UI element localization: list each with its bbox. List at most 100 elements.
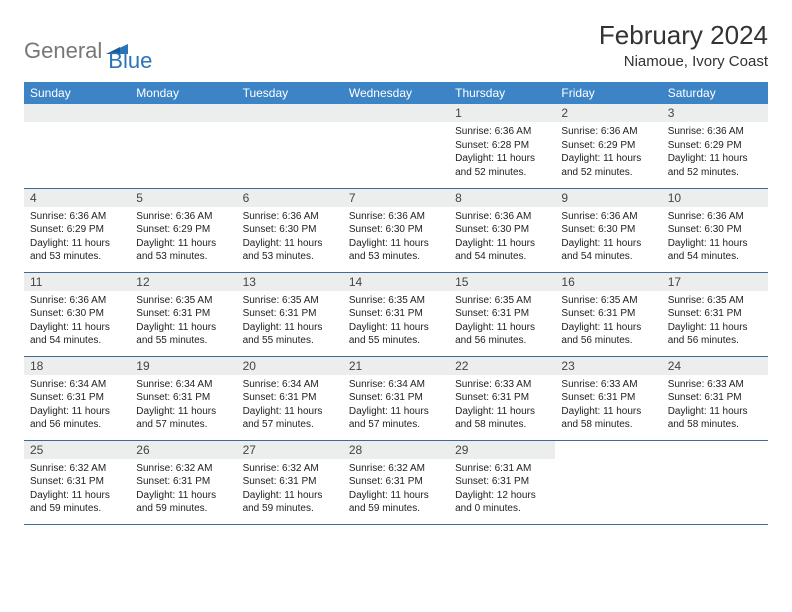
calendar-cell: 9Sunrise: 6:36 AMSunset: 6:30 PMDaylight…: [555, 188, 661, 272]
day-details: Sunrise: 6:32 AMSunset: 6:31 PMDaylight:…: [130, 459, 236, 520]
calendar-cell: 6Sunrise: 6:36 AMSunset: 6:30 PMDaylight…: [237, 188, 343, 272]
day-details: Sunrise: 6:35 AMSunset: 6:31 PMDaylight:…: [662, 291, 768, 352]
calendar-cell: [555, 440, 661, 524]
calendar-row: 1Sunrise: 6:36 AMSunset: 6:28 PMDaylight…: [24, 104, 768, 188]
calendar-cell: 15Sunrise: 6:35 AMSunset: 6:31 PMDayligh…: [449, 272, 555, 356]
day-details: Sunrise: 6:36 AMSunset: 6:30 PMDaylight:…: [449, 207, 555, 268]
day-details: Sunrise: 6:35 AMSunset: 6:31 PMDaylight:…: [237, 291, 343, 352]
day-number: 21: [343, 357, 449, 375]
day-details: Sunrise: 6:36 AMSunset: 6:30 PMDaylight:…: [24, 291, 130, 352]
day-details: Sunrise: 6:33 AMSunset: 6:31 PMDaylight:…: [449, 375, 555, 436]
header: General Blue February 2024 Niamoue, Ivor…: [24, 20, 768, 74]
calendar-cell: [237, 104, 343, 188]
calendar-row: 25Sunrise: 6:32 AMSunset: 6:31 PMDayligh…: [24, 440, 768, 524]
day-details: Sunrise: 6:35 AMSunset: 6:31 PMDaylight:…: [130, 291, 236, 352]
day-details: Sunrise: 6:34 AMSunset: 6:31 PMDaylight:…: [24, 375, 130, 436]
day-details: Sunrise: 6:36 AMSunset: 6:30 PMDaylight:…: [343, 207, 449, 268]
day-details: Sunrise: 6:36 AMSunset: 6:29 PMDaylight:…: [662, 122, 768, 183]
calendar-cell: 22Sunrise: 6:33 AMSunset: 6:31 PMDayligh…: [449, 356, 555, 440]
calendar-row: 18Sunrise: 6:34 AMSunset: 6:31 PMDayligh…: [24, 356, 768, 440]
day-number: 28: [343, 441, 449, 459]
calendar-cell: 17Sunrise: 6:35 AMSunset: 6:31 PMDayligh…: [662, 272, 768, 356]
day-number: 5: [130, 189, 236, 207]
day-number: 16: [555, 273, 661, 291]
day-number-empty: [24, 104, 130, 122]
day-number: 12: [130, 273, 236, 291]
day-details: Sunrise: 6:33 AMSunset: 6:31 PMDaylight:…: [662, 375, 768, 436]
calendar-cell: 1Sunrise: 6:36 AMSunset: 6:28 PMDaylight…: [449, 104, 555, 188]
day-details: Sunrise: 6:34 AMSunset: 6:31 PMDaylight:…: [237, 375, 343, 436]
calendar-cell: 29Sunrise: 6:31 AMSunset: 6:31 PMDayligh…: [449, 440, 555, 524]
day-number: 4: [24, 189, 130, 207]
day-number: 17: [662, 273, 768, 291]
day-details: Sunrise: 6:32 AMSunset: 6:31 PMDaylight:…: [24, 459, 130, 520]
calendar-row: 11Sunrise: 6:36 AMSunset: 6:30 PMDayligh…: [24, 272, 768, 356]
title-block: February 2024 Niamoue, Ivory Coast: [599, 20, 768, 70]
day-details: Sunrise: 6:33 AMSunset: 6:31 PMDaylight:…: [555, 375, 661, 436]
calendar-cell: 11Sunrise: 6:36 AMSunset: 6:30 PMDayligh…: [24, 272, 130, 356]
calendar-cell: 7Sunrise: 6:36 AMSunset: 6:30 PMDaylight…: [343, 188, 449, 272]
calendar-cell: 4Sunrise: 6:36 AMSunset: 6:29 PMDaylight…: [24, 188, 130, 272]
day-number-empty: [237, 104, 343, 122]
day-number: 19: [130, 357, 236, 375]
month-title: February 2024: [599, 20, 768, 51]
day-number: 7: [343, 189, 449, 207]
day-number: 11: [24, 273, 130, 291]
day-number: 25: [24, 441, 130, 459]
calendar-cell: 19Sunrise: 6:34 AMSunset: 6:31 PMDayligh…: [130, 356, 236, 440]
day-details: Sunrise: 6:36 AMSunset: 6:30 PMDaylight:…: [555, 207, 661, 268]
day-details: Sunrise: 6:32 AMSunset: 6:31 PMDaylight:…: [237, 459, 343, 520]
day-number: 1: [449, 104, 555, 122]
day-number-empty: [130, 104, 236, 122]
calendar-cell: [343, 104, 449, 188]
calendar-cell: 13Sunrise: 6:35 AMSunset: 6:31 PMDayligh…: [237, 272, 343, 356]
day-number: 15: [449, 273, 555, 291]
location: Niamoue, Ivory Coast: [599, 53, 768, 70]
weekday-header: Sunday: [24, 82, 130, 104]
logo-text-general: General: [24, 38, 102, 64]
day-details: Sunrise: 6:36 AMSunset: 6:30 PMDaylight:…: [662, 207, 768, 268]
calendar-cell: 25Sunrise: 6:32 AMSunset: 6:31 PMDayligh…: [24, 440, 130, 524]
calendar-cell: 14Sunrise: 6:35 AMSunset: 6:31 PMDayligh…: [343, 272, 449, 356]
calendar-cell: 10Sunrise: 6:36 AMSunset: 6:30 PMDayligh…: [662, 188, 768, 272]
calendar-cell: 5Sunrise: 6:36 AMSunset: 6:29 PMDaylight…: [130, 188, 236, 272]
calendar-cell: 20Sunrise: 6:34 AMSunset: 6:31 PMDayligh…: [237, 356, 343, 440]
calendar-cell: 26Sunrise: 6:32 AMSunset: 6:31 PMDayligh…: [130, 440, 236, 524]
calendar-cell: 18Sunrise: 6:34 AMSunset: 6:31 PMDayligh…: [24, 356, 130, 440]
day-details: Sunrise: 6:34 AMSunset: 6:31 PMDaylight:…: [343, 375, 449, 436]
day-number: 24: [662, 357, 768, 375]
calendar-cell: 16Sunrise: 6:35 AMSunset: 6:31 PMDayligh…: [555, 272, 661, 356]
day-number: 26: [130, 441, 236, 459]
calendar-cell: 8Sunrise: 6:36 AMSunset: 6:30 PMDaylight…: [449, 188, 555, 272]
calendar-cell: 27Sunrise: 6:32 AMSunset: 6:31 PMDayligh…: [237, 440, 343, 524]
day-details: Sunrise: 6:35 AMSunset: 6:31 PMDaylight:…: [449, 291, 555, 352]
calendar-body: 1Sunrise: 6:36 AMSunset: 6:28 PMDaylight…: [24, 104, 768, 524]
logo-text-blue: Blue: [108, 48, 152, 74]
day-number: 13: [237, 273, 343, 291]
calendar-cell: 23Sunrise: 6:33 AMSunset: 6:31 PMDayligh…: [555, 356, 661, 440]
day-details: Sunrise: 6:35 AMSunset: 6:31 PMDaylight:…: [555, 291, 661, 352]
day-number-empty: [343, 104, 449, 122]
calendar-row: 4Sunrise: 6:36 AMSunset: 6:29 PMDaylight…: [24, 188, 768, 272]
calendar-cell: 3Sunrise: 6:36 AMSunset: 6:29 PMDaylight…: [662, 104, 768, 188]
weekday-header: Friday: [555, 82, 661, 104]
day-details: Sunrise: 6:36 AMSunset: 6:29 PMDaylight:…: [24, 207, 130, 268]
calendar-table: SundayMondayTuesdayWednesdayThursdayFrid…: [24, 82, 768, 525]
day-number: 22: [449, 357, 555, 375]
weekday-header: Thursday: [449, 82, 555, 104]
weekday-header: Monday: [130, 82, 236, 104]
calendar-cell: [130, 104, 236, 188]
day-number: 3: [662, 104, 768, 122]
day-number: 8: [449, 189, 555, 207]
day-details: Sunrise: 6:36 AMSunset: 6:29 PMDaylight:…: [555, 122, 661, 183]
weekday-header: Wednesday: [343, 82, 449, 104]
day-number: 10: [662, 189, 768, 207]
day-details: Sunrise: 6:36 AMSunset: 6:30 PMDaylight:…: [237, 207, 343, 268]
logo: General Blue: [24, 28, 152, 74]
calendar-head: SundayMondayTuesdayWednesdayThursdayFrid…: [24, 82, 768, 104]
day-details: Sunrise: 6:34 AMSunset: 6:31 PMDaylight:…: [130, 375, 236, 436]
day-number: 14: [343, 273, 449, 291]
day-details: Sunrise: 6:36 AMSunset: 6:28 PMDaylight:…: [449, 122, 555, 183]
day-number: 29: [449, 441, 555, 459]
calendar-cell: 21Sunrise: 6:34 AMSunset: 6:31 PMDayligh…: [343, 356, 449, 440]
